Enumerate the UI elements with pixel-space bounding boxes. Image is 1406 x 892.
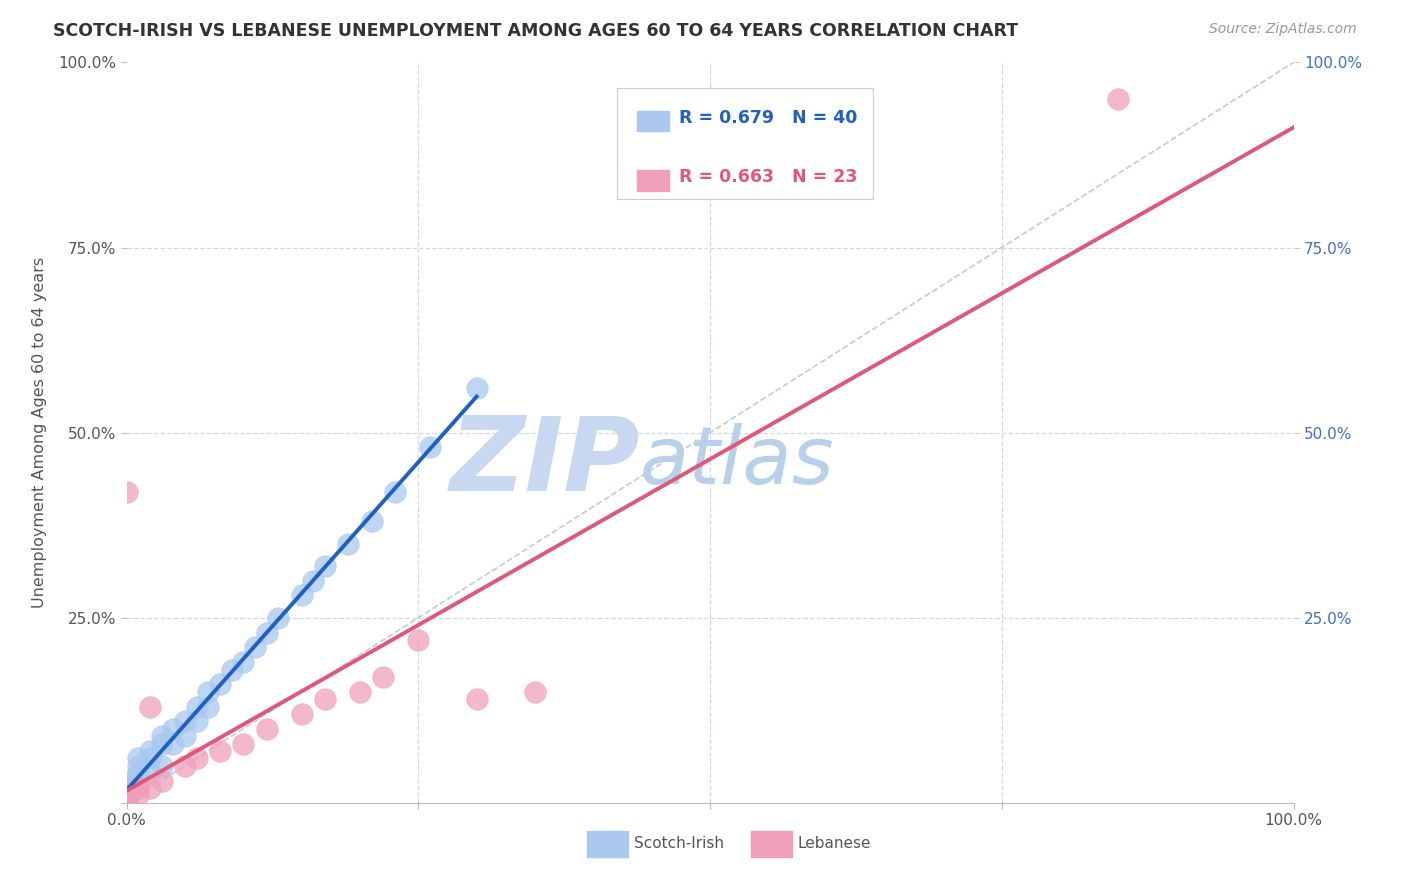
Point	[115, 796, 138, 810]
Point	[465, 381, 488, 395]
Point	[408, 632, 430, 647]
Point	[115, 780, 138, 795]
Point	[256, 722, 278, 736]
Point	[360, 515, 382, 529]
Point	[256, 625, 278, 640]
Point	[139, 780, 162, 795]
Point	[290, 589, 312, 603]
Point	[115, 789, 138, 803]
Point	[150, 758, 173, 772]
Point	[127, 751, 149, 765]
Point	[314, 692, 336, 706]
Point	[337, 536, 360, 550]
FancyBboxPatch shape	[617, 88, 873, 200]
Bar	[751, 831, 792, 857]
Point	[302, 574, 325, 588]
Point	[127, 766, 149, 780]
Point	[127, 780, 149, 795]
Point	[419, 441, 441, 455]
Point	[127, 780, 149, 795]
Bar	[637, 111, 669, 131]
Point	[208, 744, 231, 758]
Text: Source: ZipAtlas.com: Source: ZipAtlas.com	[1209, 22, 1357, 37]
Point	[115, 773, 138, 788]
Point	[115, 484, 138, 499]
Text: Lebanese: Lebanese	[797, 836, 872, 851]
Point	[1108, 92, 1130, 106]
Point	[232, 655, 254, 669]
Point	[208, 677, 231, 691]
Point	[232, 737, 254, 751]
Point	[523, 685, 546, 699]
Point	[150, 773, 173, 788]
Text: SCOTCH-IRISH VS LEBANESE UNEMPLOYMENT AMONG AGES 60 TO 64 YEARS CORRELATION CHAR: SCOTCH-IRISH VS LEBANESE UNEMPLOYMENT AM…	[53, 22, 1018, 40]
Point	[150, 729, 173, 743]
Point	[243, 640, 266, 655]
Point	[115, 780, 138, 795]
Point	[174, 729, 197, 743]
Point	[186, 714, 208, 729]
Point	[115, 789, 138, 803]
Point	[115, 789, 138, 803]
Text: R = 0.663   N = 23: R = 0.663 N = 23	[679, 169, 856, 186]
Point	[197, 685, 219, 699]
Point	[139, 751, 162, 765]
Y-axis label: Unemployment Among Ages 60 to 64 years: Unemployment Among Ages 60 to 64 years	[32, 257, 46, 608]
Point	[127, 773, 149, 788]
Point	[115, 789, 138, 803]
Point	[373, 670, 395, 684]
Text: Scotch-Irish: Scotch-Irish	[634, 836, 724, 851]
Point	[115, 796, 138, 810]
Point	[221, 663, 243, 677]
Point	[314, 558, 336, 573]
Point	[267, 610, 290, 624]
Point	[139, 766, 162, 780]
Bar	[588, 831, 628, 857]
Point	[115, 796, 138, 810]
Point	[127, 789, 149, 803]
Point	[186, 751, 208, 765]
Point	[127, 758, 149, 772]
Point	[162, 737, 184, 751]
Point	[384, 484, 406, 499]
Text: ZIP: ZIP	[450, 412, 640, 513]
Point	[150, 737, 173, 751]
Point	[197, 699, 219, 714]
Point	[290, 706, 312, 721]
Point	[174, 758, 197, 772]
Point	[465, 692, 488, 706]
Point	[139, 744, 162, 758]
Point	[162, 722, 184, 736]
Point	[186, 699, 208, 714]
Point	[115, 796, 138, 810]
Text: atlas: atlas	[640, 423, 835, 501]
Bar	[637, 169, 669, 191]
Point	[174, 714, 197, 729]
Point	[139, 699, 162, 714]
Text: R = 0.679   N = 40: R = 0.679 N = 40	[679, 109, 856, 127]
Point	[349, 685, 371, 699]
